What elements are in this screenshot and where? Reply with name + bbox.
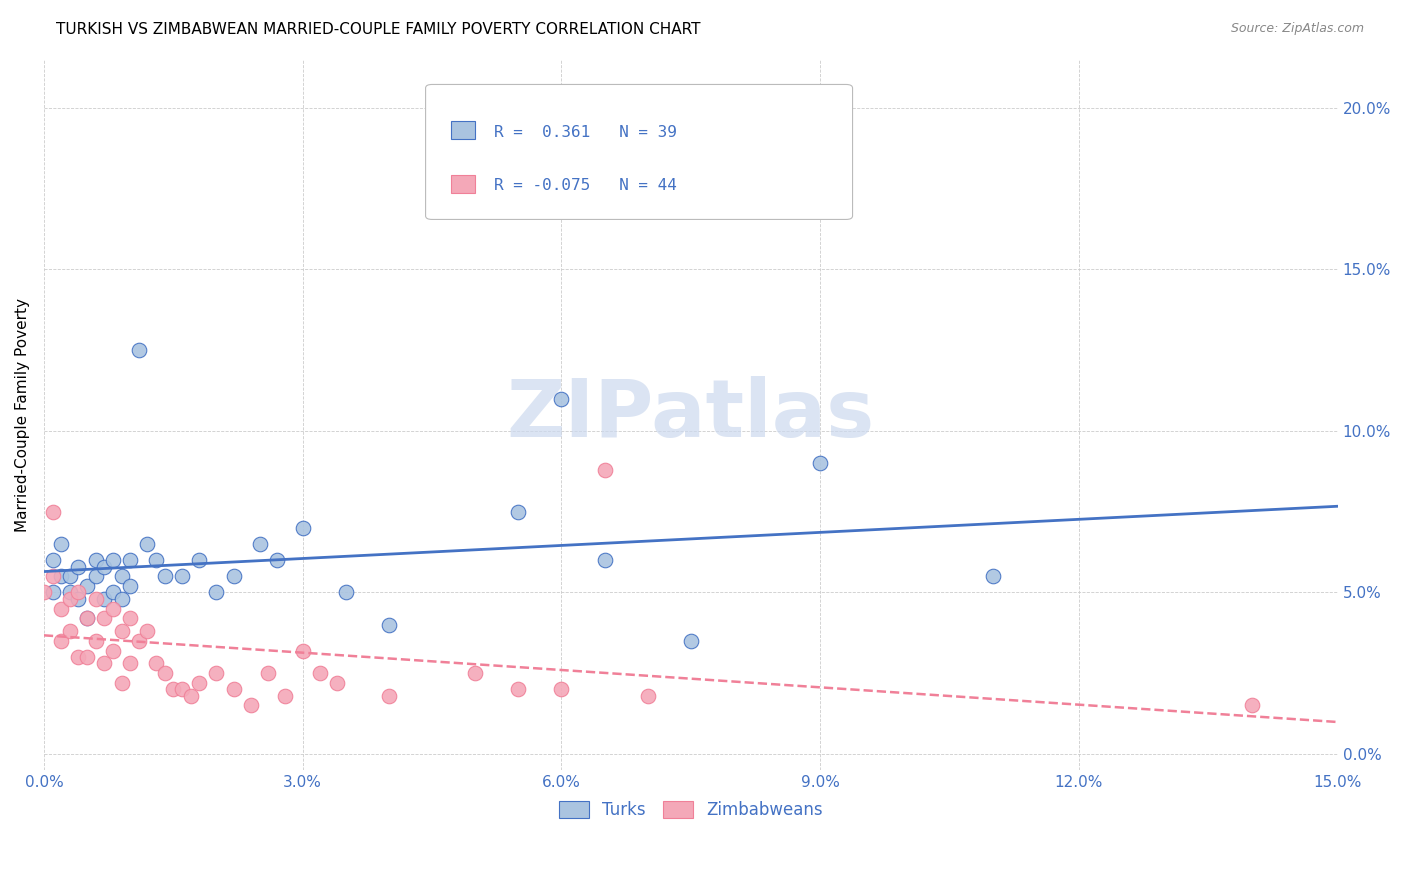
Point xyxy=(679,633,702,648)
Point xyxy=(49,537,72,551)
Point xyxy=(67,585,90,599)
Point xyxy=(508,682,530,697)
Point xyxy=(120,611,142,625)
Point xyxy=(239,698,262,713)
Point xyxy=(49,601,72,615)
Point xyxy=(84,633,107,648)
Point xyxy=(110,675,132,690)
Point xyxy=(41,585,63,599)
Point xyxy=(59,585,82,599)
Point xyxy=(128,633,150,648)
Point xyxy=(84,591,107,606)
Point xyxy=(162,682,184,697)
Text: R =  0.361   N = 39: R = 0.361 N = 39 xyxy=(494,125,678,139)
Point xyxy=(110,569,132,583)
Point xyxy=(550,682,572,697)
Point xyxy=(188,675,211,690)
Point xyxy=(335,585,357,599)
Point xyxy=(180,689,202,703)
Point xyxy=(93,591,115,606)
Point xyxy=(49,633,72,648)
Point xyxy=(101,643,124,657)
Point xyxy=(120,657,142,671)
Point xyxy=(170,569,193,583)
Text: ZIPatlas: ZIPatlas xyxy=(506,376,875,454)
Point xyxy=(170,682,193,697)
Point xyxy=(378,689,401,703)
Point xyxy=(378,617,401,632)
Point xyxy=(153,569,176,583)
Point xyxy=(1240,698,1263,713)
Point xyxy=(101,585,124,599)
Point xyxy=(136,624,159,639)
Point xyxy=(84,553,107,567)
Point xyxy=(145,553,167,567)
Point xyxy=(637,689,659,703)
Point xyxy=(32,585,55,599)
Point xyxy=(508,505,530,519)
Point xyxy=(464,666,486,681)
Point xyxy=(205,585,228,599)
Point xyxy=(153,666,176,681)
Point xyxy=(593,463,616,477)
Point xyxy=(120,553,142,567)
Point xyxy=(188,553,211,567)
Point xyxy=(145,657,167,671)
Point xyxy=(41,505,63,519)
Point xyxy=(76,579,98,593)
Point xyxy=(593,553,616,567)
FancyBboxPatch shape xyxy=(451,175,475,193)
Point xyxy=(136,537,159,551)
Text: Source: ZipAtlas.com: Source: ZipAtlas.com xyxy=(1230,22,1364,36)
Point xyxy=(59,591,82,606)
Point xyxy=(67,591,90,606)
FancyBboxPatch shape xyxy=(426,85,852,219)
Point xyxy=(120,579,142,593)
Point xyxy=(274,689,297,703)
Point xyxy=(110,624,132,639)
Point xyxy=(76,611,98,625)
Point xyxy=(249,537,271,551)
Point xyxy=(222,682,245,697)
Point xyxy=(981,569,1004,583)
Y-axis label: Married-Couple Family Poverty: Married-Couple Family Poverty xyxy=(15,298,30,532)
Point xyxy=(93,611,115,625)
Point xyxy=(59,624,82,639)
Point xyxy=(41,569,63,583)
Point xyxy=(808,456,831,470)
Text: R = -0.075   N = 44: R = -0.075 N = 44 xyxy=(494,178,678,194)
Point xyxy=(205,666,228,681)
Point xyxy=(110,591,132,606)
Point xyxy=(84,569,107,583)
Point xyxy=(291,521,314,535)
Point xyxy=(222,569,245,583)
Point xyxy=(309,666,332,681)
Point xyxy=(59,569,82,583)
Point xyxy=(67,559,90,574)
Point xyxy=(326,675,349,690)
Point xyxy=(550,392,572,406)
Text: TURKISH VS ZIMBABWEAN MARRIED-COUPLE FAMILY POVERTY CORRELATION CHART: TURKISH VS ZIMBABWEAN MARRIED-COUPLE FAM… xyxy=(56,22,700,37)
Point xyxy=(128,343,150,358)
Point xyxy=(41,553,63,567)
Point xyxy=(93,559,115,574)
Point xyxy=(76,650,98,665)
Point xyxy=(49,569,72,583)
Point xyxy=(67,650,90,665)
Point xyxy=(101,553,124,567)
Point xyxy=(93,657,115,671)
Point xyxy=(266,553,288,567)
Point xyxy=(291,643,314,657)
Point xyxy=(76,611,98,625)
FancyBboxPatch shape xyxy=(451,121,475,139)
Legend: Turks, Zimbabweans: Turks, Zimbabweans xyxy=(553,794,830,826)
Point xyxy=(257,666,280,681)
Point xyxy=(101,601,124,615)
